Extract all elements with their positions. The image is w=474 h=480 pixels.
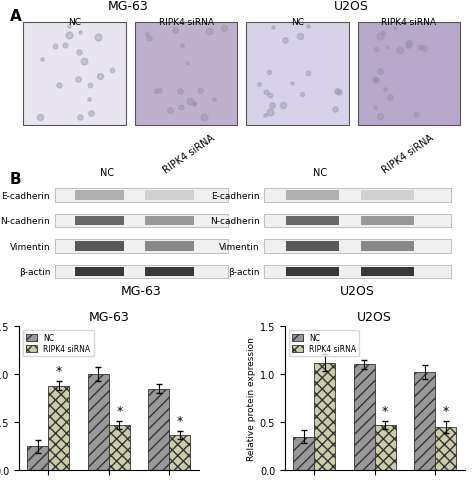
FancyBboxPatch shape [145,191,193,200]
Text: A: A [10,9,22,24]
Legend: NC, RIPK4 siRNA: NC, RIPK4 siRNA [23,330,93,357]
Bar [293,437,314,470]
Text: RIPK4 siRNA: RIPK4 siRNA [381,18,437,27]
Bar [109,425,130,470]
Title: MG-63: MG-63 [89,311,129,324]
FancyBboxPatch shape [55,265,228,278]
Text: Vimentin: Vimentin [219,242,260,251]
FancyBboxPatch shape [264,240,451,253]
FancyBboxPatch shape [286,242,339,251]
FancyBboxPatch shape [286,216,339,226]
FancyBboxPatch shape [75,216,124,226]
Text: RIPK4 siRNA: RIPK4 siRNA [380,132,435,175]
Text: NC: NC [313,167,327,177]
Bar [27,446,48,470]
Text: N-cadherin: N-cadherin [0,216,50,226]
FancyBboxPatch shape [145,216,193,226]
Text: β-actin: β-actin [228,267,260,276]
Text: E-cadherin: E-cadherin [1,191,50,200]
FancyBboxPatch shape [246,23,349,125]
Bar [148,389,169,470]
FancyBboxPatch shape [145,267,193,276]
FancyBboxPatch shape [145,242,193,251]
Text: β-actin: β-actin [18,267,50,276]
Text: N-cadherin: N-cadherin [210,216,260,226]
FancyBboxPatch shape [55,215,228,228]
Text: NC: NC [100,167,114,177]
FancyBboxPatch shape [55,189,228,203]
Legend: NC, RIPK4 siRNA: NC, RIPK4 siRNA [289,330,359,357]
Bar [435,427,456,470]
Text: *: * [177,414,183,427]
FancyBboxPatch shape [75,267,124,276]
FancyBboxPatch shape [264,189,451,203]
FancyBboxPatch shape [264,215,451,228]
Bar [169,435,191,470]
Text: RIPK4 siRNA: RIPK4 siRNA [158,18,214,27]
Bar [414,372,435,470]
Text: *: * [443,405,449,418]
Bar [314,363,336,470]
Bar [354,365,374,470]
Text: Vimentin: Vimentin [9,242,50,251]
FancyBboxPatch shape [361,191,414,200]
Text: *: * [56,364,62,377]
FancyBboxPatch shape [361,216,414,226]
Bar [88,374,109,470]
Text: *: * [382,405,388,418]
Text: U2OS: U2OS [340,284,375,297]
FancyBboxPatch shape [361,242,414,251]
FancyBboxPatch shape [23,23,126,125]
Text: MG-63: MG-63 [121,284,162,297]
FancyBboxPatch shape [264,265,451,278]
Y-axis label: Relative protein expression: Relative protein expression [246,336,255,460]
Text: NC: NC [291,18,304,27]
FancyBboxPatch shape [75,242,124,251]
Text: MG-63: MG-63 [108,0,148,13]
Text: E-cadherin: E-cadherin [211,191,260,200]
Bar [374,425,396,470]
Text: U2OS: U2OS [334,0,368,13]
Text: B: B [10,172,22,187]
FancyBboxPatch shape [361,267,414,276]
Title: U2OS: U2OS [357,311,392,324]
Text: RIPK4 siRNA: RIPK4 siRNA [162,132,217,175]
Text: NC: NC [68,18,81,27]
FancyBboxPatch shape [75,191,124,200]
Bar [48,386,70,470]
FancyBboxPatch shape [55,240,228,253]
FancyBboxPatch shape [286,267,339,276]
FancyBboxPatch shape [357,23,460,125]
FancyBboxPatch shape [286,191,339,200]
FancyBboxPatch shape [135,23,237,125]
Text: *: * [116,405,122,418]
